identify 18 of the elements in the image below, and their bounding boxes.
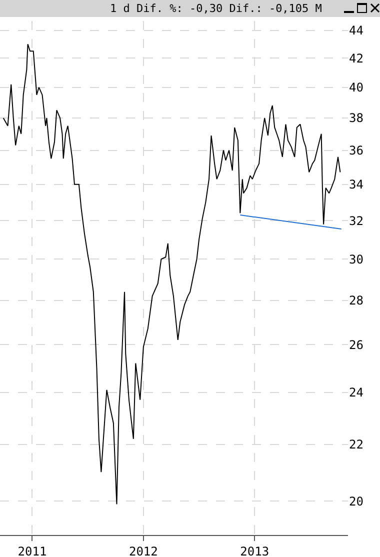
chart-title: 1 d Dif. %: -0,30 Dif.: -0,105 M: [110, 1, 322, 17]
y-tick-label: 30: [349, 252, 364, 266]
y-tick-label: 28: [349, 294, 364, 308]
y-tick-label: 44: [349, 24, 364, 38]
x-tick-label: 2013: [240, 544, 270, 557]
y-tick-label: 22: [349, 438, 364, 452]
y-tick-label: 26: [349, 338, 364, 352]
x-tick-label: 2011: [18, 544, 47, 557]
y-tick-label: 36: [349, 143, 364, 158]
x-tick-label: 2012: [128, 544, 158, 557]
line-series: [2, 44, 341, 505]
y-tick-label: 20: [349, 494, 364, 508]
y-tick-label: 42: [349, 51, 364, 66]
y-tick-label: 24: [349, 386, 364, 400]
y-tick-label: 38: [349, 111, 364, 126]
y-tick-label: 32: [349, 214, 364, 228]
y-tick-label: 34: [349, 178, 364, 192]
y-tick-label: 40: [349, 80, 364, 95]
